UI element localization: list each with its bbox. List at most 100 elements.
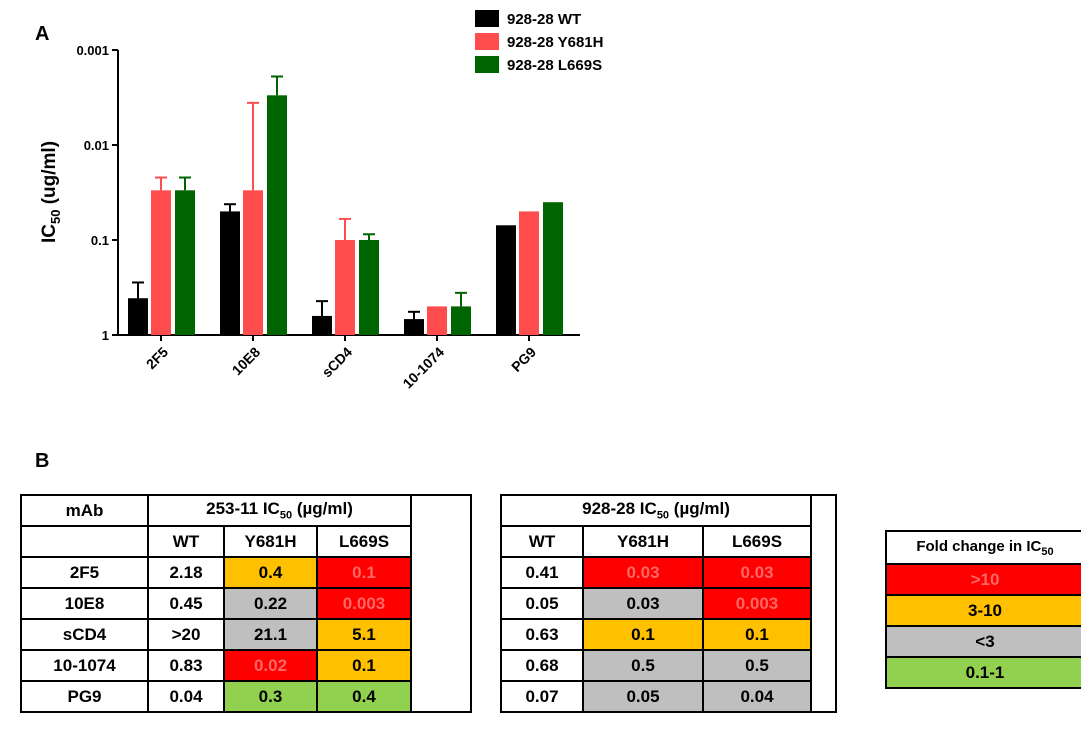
y-tick-label: 1 [102,328,109,343]
column-header: L669S [702,525,812,558]
fold-title-text: Fold change in IC [916,537,1042,555]
fold-legend-item: >10 [885,563,1081,596]
x-tick-label: 10E8 [229,344,264,379]
y-tick-label: 0.1 [91,233,109,248]
column-header: Y681H [582,525,704,558]
bar [335,240,355,335]
table-row: 0.05 0.03 0.003 [500,587,836,620]
table-cell: 0.4 [316,680,412,713]
data-table: 928-28 IC50 (µg/ml) WT Y681H L669S 0.41 0.03 0… [500,494,837,713]
table-cell: >20 [147,618,225,651]
bar [220,211,240,335]
column-row: WT Y681H L669S [20,525,471,558]
header-row: mAb 253-11 IC50 (µg/ml) [20,494,472,713]
header-row: 928-28 IC50 (µg/ml) [500,494,837,713]
table-row: 10E8 0.45 0.22 0.003 [20,587,471,620]
table-cell: 0.05 [582,680,704,713]
fold-title-sub: 50 [1041,545,1054,558]
bar [151,190,171,335]
legend-label: 928-28 L669S [507,57,602,74]
fold-legend-row: 3-10 [885,594,1081,627]
table-cell: 0.03 [582,556,704,589]
fold-legend-item: 3-10 [885,594,1081,627]
table-cell: 0.03 [582,587,704,620]
table-cell: 0.03 [702,556,812,589]
column-header: Y681H [223,525,318,558]
legend-swatch [475,56,499,73]
legend-label: 928-28 WT [507,11,581,28]
bar [427,306,447,335]
table-cell: 0.22 [223,587,318,620]
group-text: 928-28 IC [582,499,657,519]
table-row: PG9 0.04 0.3 0.4 [20,680,471,713]
table-row: 2F5 2.18 0.4 0.1 [20,556,471,589]
fold-legend-title: Fold change in IC50 [885,530,1081,565]
group-sub: 50 [279,509,293,522]
table-row: sCD4 >20 21.1 5.1 [20,618,471,651]
fold-legend-header: Fold change in IC50 [885,530,1081,565]
y-label-text: IC [39,224,60,243]
x-tick-label: sCD4 [318,344,355,381]
bar [312,315,332,335]
group-rest: (µg/ml) [292,499,353,519]
table-row: 0.07 0.05 0.04 [500,680,836,713]
table-cell: 0.68 [500,649,584,682]
y-axis-label: IC50 (ug/ml) [39,141,63,243]
table-cell: 0.05 [500,587,584,620]
table-cell: 21.1 [223,618,318,651]
column-header: WT [500,525,584,558]
table-cell: 0.1 [702,618,812,651]
group-sub: 50 [656,509,670,522]
table-cell: 0.83 [147,649,225,682]
group-header: 253-11 IC50 (µg/ml) [147,494,412,527]
chart: A IC50 (ug/ml) 0.001 0.01 0.1 1 2F5 10E8 sCD4 1… [35,10,603,392]
x-tick-label: 10-1074 [399,344,447,392]
table-row: 0.68 0.5 0.5 [500,649,836,682]
fold-legend: Fold change in IC50 >10 3-10 <3 0.1-1 [885,530,1081,689]
table-cell: 0.41 [500,556,584,589]
row-label: 10E8 [20,587,149,620]
empty-cell [410,494,472,713]
table-cell: 0.63 [500,618,584,651]
bar [243,190,263,335]
bar [128,298,148,335]
y-label-sub: 50 [48,210,63,224]
table-cell: 0.1 [316,556,412,589]
table-cell: 0.04 [147,680,225,713]
row-label: 10-1074 [20,649,149,682]
table-cell: 0.003 [702,587,812,620]
table-row: 0.63 0.1 0.1 [500,618,836,651]
table-cell: 0.04 [702,680,812,713]
fold-legend-item: <3 [885,625,1081,658]
data-table: mAb 253-11 IC50 (µg/ml) WT Y681H L669S 2F5 2.1… [20,494,472,713]
table-cell: 0.02 [223,649,318,682]
row-label: PG9 [20,680,149,713]
column-header: WT [147,525,225,558]
table-cell: 0.1 [582,618,704,651]
x-tick-label: 2F5 [143,344,172,373]
table-cell: 0.5 [582,649,704,682]
fold-legend-row: >10 [885,563,1081,596]
table-row: 10-1074 0.83 0.02 0.1 [20,649,471,682]
fold-legend-item: 0.1-1 [885,656,1081,689]
table-cell: 0.5 [702,649,812,682]
legend-swatch [475,10,499,27]
group-rest: (µg/ml) [669,499,730,519]
fold-legend-row: <3 [885,625,1081,658]
fold-legend-row: 0.1-1 [885,656,1081,689]
x-tick-label: PG9 [508,344,539,375]
group-text: 253-11 IC [206,499,280,519]
group-header: 928-28 IC50 (µg/ml) [500,494,812,527]
bar [451,306,471,335]
column-header: L669S [316,525,412,558]
table-cell: 0.45 [147,587,225,620]
table-cell: 0.3 [223,680,318,713]
panel-label: A [35,23,49,45]
y-tick-label: 0.01 [84,138,109,153]
y-tick-label: 0.001 [76,43,109,58]
table-row: 0.41 0.03 0.03 [500,556,836,589]
empty-cell [810,494,837,713]
table-cell: 0.07 [500,680,584,713]
legend-label: 928-28 Y681H [507,34,603,51]
